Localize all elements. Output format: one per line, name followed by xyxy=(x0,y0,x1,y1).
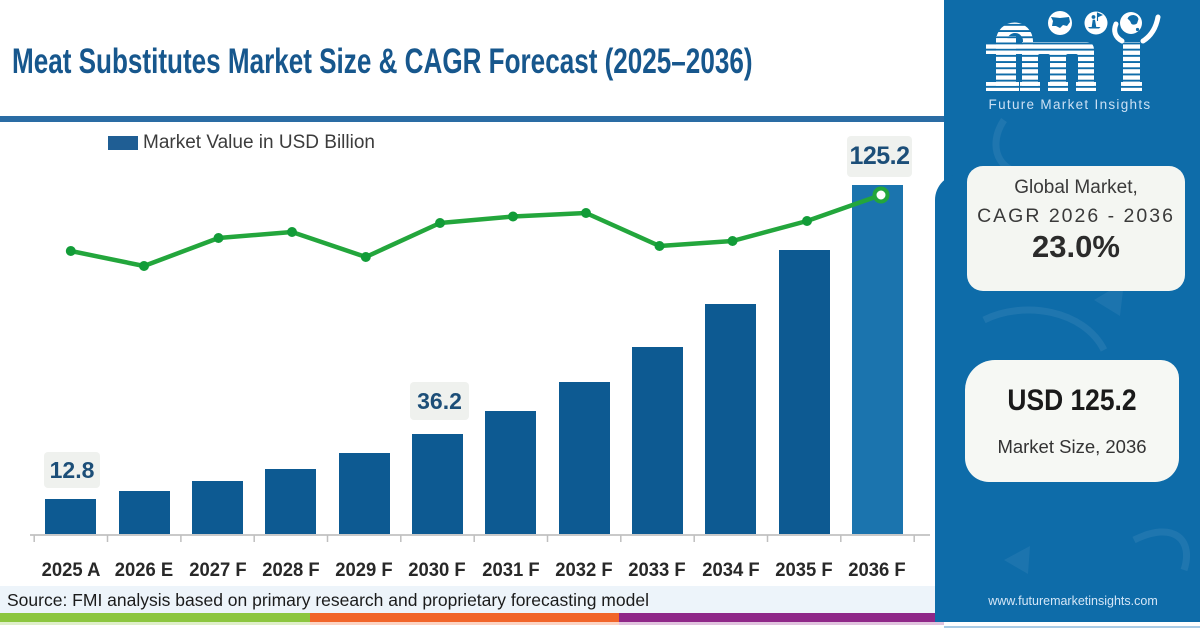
svg-text:Future Market Insights: Future Market Insights xyxy=(989,97,1152,112)
